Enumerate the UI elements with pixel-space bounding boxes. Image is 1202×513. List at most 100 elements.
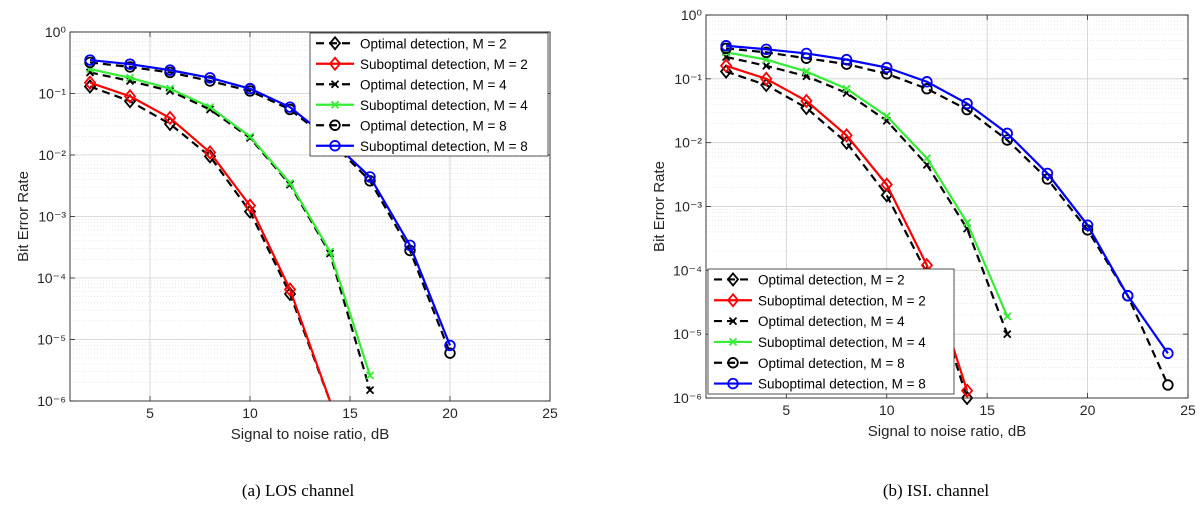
chart1-data-point [762, 61, 771, 70]
chart1-series-5 [720, 40, 1174, 360]
chart1-data-point [760, 71, 773, 87]
chart1-data-point [719, 64, 733, 79]
chart1-data-point [800, 93, 813, 109]
chart1-y-tick-label: 10⁻¹ [674, 71, 702, 87]
chart0-legend-label: Suboptimal detection, M = 8 [360, 139, 528, 154]
chart1-data-point [802, 67, 811, 76]
chart0-data-point [125, 73, 135, 82]
chart1-data-point [1003, 312, 1012, 321]
chart0-data-point [404, 239, 416, 252]
chart1-data-point [960, 390, 974, 406]
chart1-data-point [1003, 330, 1012, 339]
chart1-y-tick-label: 10⁻² [674, 135, 702, 151]
chart0-x-tick-label: 20 [442, 405, 458, 421]
chart1-data-point [840, 53, 853, 66]
chart1-legend-label: Optimal detection, M = 8 [758, 356, 905, 371]
chart1-y-tick-label: 10⁻³ [674, 199, 702, 215]
chart1-data-point [760, 43, 772, 56]
chart1-data-point [1041, 167, 1054, 180]
chart0-x-axis-label: Signal to noise ratio, dB [231, 426, 389, 443]
chart0-x-tick-label: 25 [542, 405, 558, 421]
chart0-y-tick-label: 10⁻¹ [38, 86, 66, 102]
chart1-series-line [725, 47, 1169, 386]
chart1-series-1 [719, 58, 974, 399]
chart0-data-point [164, 64, 176, 76]
chart0-legend-marker [330, 100, 340, 109]
chart1-x-axis-label: Signal to noise ratio, dB [868, 423, 1026, 440]
chart1-x-tick-label: 25 [1180, 402, 1196, 418]
chart0-series-line [89, 81, 332, 402]
chart1-x-tick-label: 10 [879, 402, 895, 418]
caption-isi: (b) ISI. channel [883, 481, 989, 500]
chart0-y-tick-label: 10⁰ [45, 24, 67, 40]
chart1-legend-label: Suboptimal detection, M = 4 [758, 335, 926, 350]
chart1-data-point [760, 77, 773, 93]
chart0-legend-label: Suboptimal detection, M = 4 [360, 98, 528, 113]
chart0-legend-box [309, 32, 549, 157]
chart1-legend-label: Optimal detection, M = 2 [758, 272, 905, 287]
chart1-legend-marker [728, 316, 738, 326]
chart1-data-point [921, 83, 933, 95]
chart0-data-point [284, 101, 296, 113]
chart0-data-point [203, 145, 217, 160]
chart0-legend-marker [329, 140, 341, 152]
chart0-legend-label: Optimal detection, M = 2 [360, 36, 507, 51]
chart0-y-tick-label: 10⁻⁴ [37, 270, 66, 286]
chart1-data-point [1162, 379, 1174, 391]
chart0-data-point [285, 178, 295, 188]
chart0-series-3 [85, 64, 375, 380]
chart0-legend-marker [328, 56, 342, 72]
chart1-series-2 [721, 52, 1012, 339]
caption-los: (a) LOS channel [242, 481, 355, 500]
chart0-data-point [244, 82, 256, 95]
chart0-legend-marker [328, 35, 342, 51]
chart-isi: 5 10 15 20 25 10⁻⁶ 10⁻⁵ 10⁻⁴ 10⁻³ 10⁻² 10⁻¹ 10⁰ Sign… [651, 7, 1196, 440]
chart0-y-tick-label: 10⁻³ [38, 209, 66, 225]
chart1-data-point [961, 97, 973, 110]
chart1-x-tick-label: 15 [979, 402, 995, 418]
chart0-legend-label: Suboptimal detection, M = 2 [360, 57, 528, 72]
chart0-series-line [89, 58, 452, 346]
chart1-data-point [1001, 134, 1013, 146]
chart0-series-line [89, 61, 452, 354]
chart0-x-tick-label: 15 [342, 405, 358, 421]
chart0-data-point [204, 75, 216, 87]
chart1-legend-marker [726, 272, 740, 287]
chart0-data-point [325, 247, 335, 256]
chart0-data-point [283, 282, 297, 297]
chart1-legend-box [707, 268, 955, 395]
chart1-data-point [962, 218, 972, 227]
chart0-legend-label: Optimal detection, M = 4 [360, 77, 507, 92]
chart1-series-line [725, 51, 1009, 317]
chart1-legend-marker [726, 292, 740, 308]
chart0-y-tick-label: 10⁻⁶ [37, 393, 66, 409]
chart0-data-point [444, 347, 456, 359]
chart0-series-1 [83, 75, 332, 402]
chart1-legend: Optimal detection, M = 2 Suboptimal detec… [707, 268, 955, 395]
chart1-data-point [840, 127, 853, 143]
chart0-x-tick-label: 10 [242, 405, 258, 421]
chart1-data-point [800, 47, 813, 60]
chart1-data-point [719, 58, 733, 74]
chart1-x-tick-label: 20 [1080, 402, 1096, 418]
chart0-data-point [163, 110, 177, 126]
chart0-x-tick-label: 5 [146, 405, 154, 421]
chart1-y-tick-label: 10⁻⁵ [673, 326, 702, 342]
chart1-data-point [880, 177, 893, 193]
chart0-y-tick-label: 10⁻⁵ [37, 332, 66, 348]
chart1-data-point [800, 100, 813, 116]
chart0-y-axis-label: Bit Error Rate [15, 171, 32, 262]
chart0-data-point [205, 103, 215, 112]
chart1-data-point [1001, 127, 1013, 140]
chart1-legend-marker [728, 337, 738, 347]
chart0-data-point [364, 171, 376, 183]
chart1-data-point [1162, 347, 1174, 360]
chart0-data-point [165, 84, 175, 93]
chart1-data-point [921, 76, 933, 88]
chart1-series-line [725, 64, 969, 392]
chart0-y-tick-label: 10⁻² [38, 147, 66, 163]
chart1-data-point [960, 383, 974, 399]
chart1-data-point [720, 40, 732, 52]
chart1-axes-box [705, 14, 1189, 399]
